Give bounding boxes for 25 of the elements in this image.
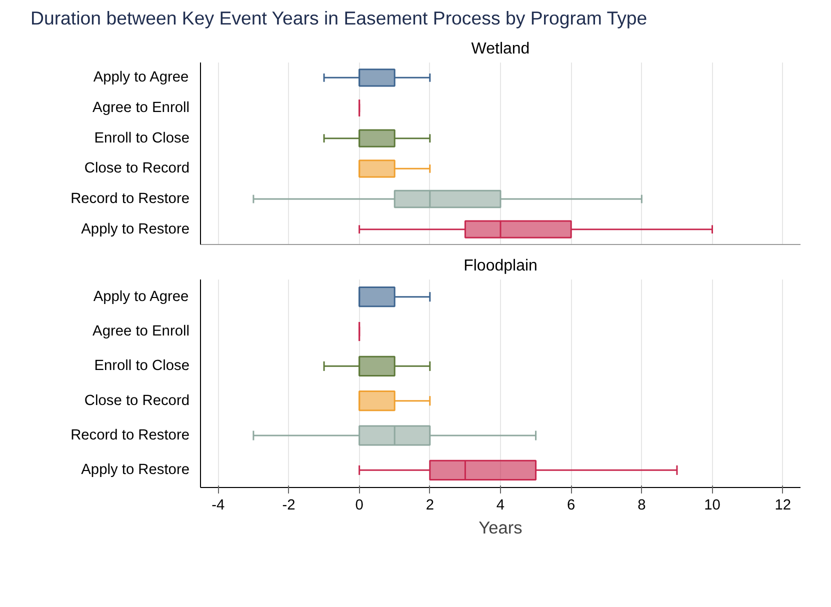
x-tick-label: 12	[774, 498, 792, 514]
x-tick-label: 2	[426, 498, 434, 514]
x-tick-label: -4	[212, 498, 225, 514]
x-tick-label: -2	[282, 498, 296, 514]
chart-subtitle: Wetland	[471, 40, 530, 58]
x-tick-label: 6	[567, 498, 576, 514]
y-tick-label: Record to Restore	[70, 428, 190, 444]
x-axis-title: Years	[478, 518, 523, 538]
y-tick-label: Apply to Restore	[81, 221, 190, 238]
chart-title: Floodplain	[464, 258, 538, 274]
chart-title: Duration between Key Event Years in Easement Process by Program Type	[30, 8, 648, 28]
x-tick-label: 0	[355, 498, 364, 514]
y-tick-label: Apply to Agree	[93, 70, 189, 86]
y-tick-label: Agree to Enroll	[92, 324, 190, 340]
x-tick-label: 10	[704, 498, 720, 514]
y-tick-label: Agree to Enroll	[92, 100, 190, 116]
y-tick-label: Enroll to Close	[94, 358, 190, 374]
x-tick-label: 4	[496, 498, 505, 514]
y-tick-label: Apply to Restore	[81, 462, 190, 478]
y-tick-label: Close to Record	[84, 160, 190, 177]
y-tick-label: Apply to Agree	[93, 288, 189, 305]
y-tick-label: Close to Record	[84, 392, 190, 409]
y-tick-label: Enroll to Close	[94, 130, 190, 146]
x-tick-label: 8	[638, 498, 646, 514]
y-tick-label: Record to Restore	[70, 191, 190, 207]
